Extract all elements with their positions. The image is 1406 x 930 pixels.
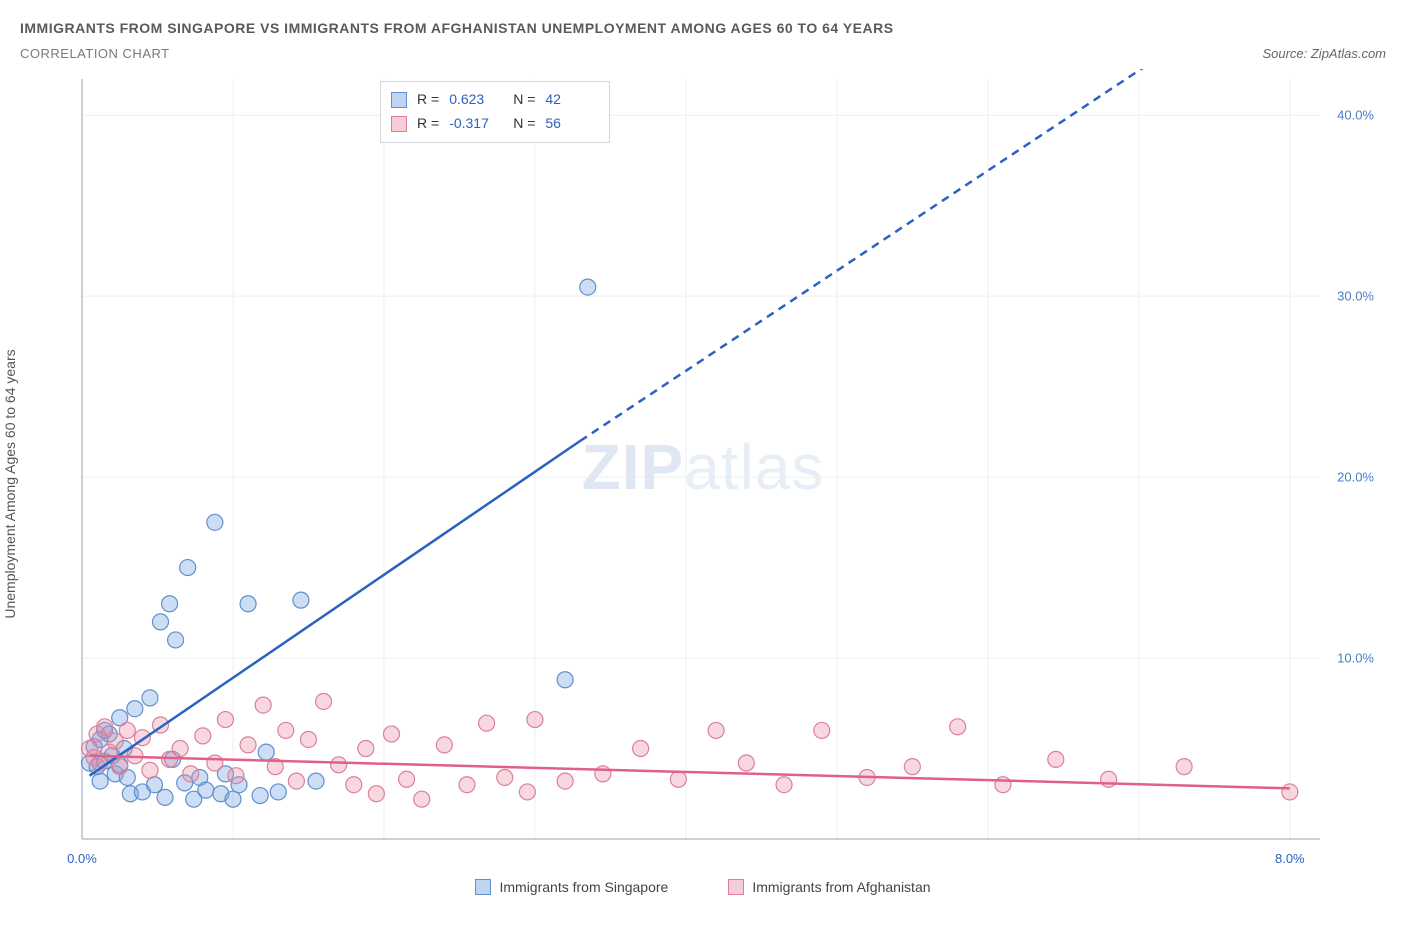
page-subtitle: CORRELATION CHART [20,46,170,61]
stat-r-label: R = [417,88,439,112]
correlation-chart: Unemployment Among Ages 60 to 64 years Z… [20,69,1386,899]
stat-n-label: N = [513,112,535,136]
stat-n-value: 56 [545,112,599,136]
stats-row: R = -0.317 N = 56 [391,112,599,136]
y-tick-label: 20.0% [1337,470,1374,485]
legend-label: Immigrants from Singapore [499,879,668,895]
x-axis-ticks: 0.0% 8.0% [20,851,1386,871]
x-tick-label: 8.0% [1275,851,1305,866]
source-attribution: Source: ZipAtlas.com [1262,46,1386,61]
stats-row: R = 0.623 N = 42 [391,88,599,112]
legend-swatch [391,92,407,108]
y-tick-label: 30.0% [1337,289,1374,304]
page-title: IMMIGRANTS FROM SINGAPORE VS IMMIGRANTS … [20,20,1386,36]
series-legend: Immigrants from Singapore Immigrants from… [20,879,1386,895]
stat-r-label: R = [417,112,439,136]
stat-n-label: N = [513,88,535,112]
y-axis-label: Unemployment Among Ages 60 to 64 years [2,349,18,618]
legend-label: Immigrants from Afghanistan [752,879,930,895]
stats-legend: R = 0.623 N = 42 R = -0.317 N = 56 [380,81,610,143]
chart-svg [20,69,1386,899]
stat-r-value: -0.317 [449,112,503,136]
legend-item: Immigrants from Afghanistan [728,879,930,895]
legend-swatch [475,879,491,895]
x-tick-label: 0.0% [67,851,97,866]
y-tick-label: 40.0% [1337,108,1374,123]
legend-item: Immigrants from Singapore [475,879,668,895]
legend-swatch [391,116,407,132]
stat-n-value: 42 [545,88,599,112]
y-tick-label: 10.0% [1337,651,1374,666]
stat-r-value: 0.623 [449,88,503,112]
legend-swatch [728,879,744,895]
